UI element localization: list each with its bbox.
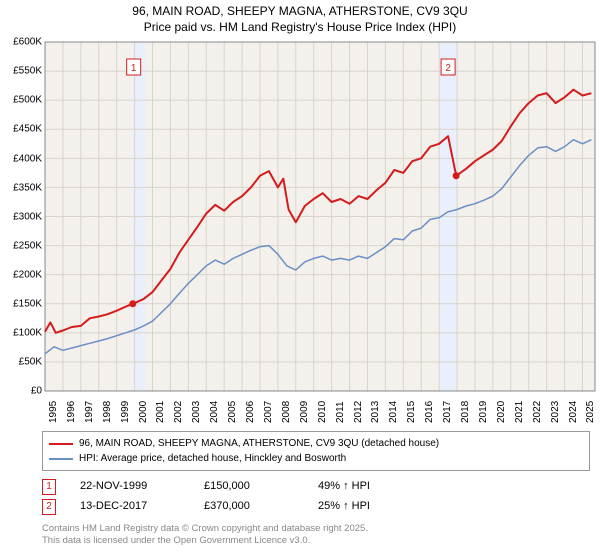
y-tick-label: £400K: [13, 153, 42, 164]
svg-text:1: 1: [131, 63, 137, 74]
title-line2: Price paid vs. HM Land Registry's House …: [0, 20, 600, 36]
x-tick-label: 1997: [84, 401, 95, 423]
legend-swatch: [49, 458, 73, 460]
x-tick-label: 2011: [335, 402, 346, 424]
marker-number-box: 1: [42, 479, 56, 495]
title-line1: 96, MAIN ROAD, SHEEPY MAGNA, ATHERSTONE,…: [0, 4, 600, 20]
y-tick-label: £100K: [13, 328, 42, 339]
y-tick-label: £600K: [13, 37, 42, 48]
footer-line1: Contains HM Land Registry data © Crown c…: [42, 523, 600, 535]
x-tick-label: 2015: [406, 401, 417, 423]
x-tick-label: 2004: [209, 401, 220, 423]
x-tick-label: 2020: [496, 401, 507, 423]
x-tick-label: 2000: [138, 401, 149, 423]
marker-date: 13-DEC-2017: [80, 497, 180, 517]
footer: Contains HM Land Registry data © Crown c…: [42, 523, 600, 548]
chart-area: 12 £0£50K£100K£150K£200K£250K£300K£350K£…: [0, 37, 600, 427]
x-tick-label: 2007: [263, 401, 274, 423]
footer-line2: This data is licensed under the Open Gov…: [42, 535, 600, 547]
x-tick-label: 1996: [66, 401, 77, 423]
y-tick-label: £550K: [13, 66, 42, 77]
line-chart-svg: 12: [0, 37, 600, 427]
legend-item: 96, MAIN ROAD, SHEEPY MAGNA, ATHERSTONE,…: [49, 436, 583, 451]
x-tick-label: 2003: [191, 401, 202, 423]
y-tick-label: £350K: [13, 182, 42, 193]
x-tick-label: 2025: [585, 401, 596, 423]
legend-label: HPI: Average price, detached house, Hinc…: [79, 451, 346, 466]
x-tick-label: 2016: [424, 401, 435, 423]
x-tick-label: 2005: [227, 401, 238, 423]
x-tick-label: 2012: [353, 401, 364, 423]
y-tick-label: £250K: [13, 240, 42, 251]
marker-delta: 25% ↑ HPI: [318, 497, 370, 517]
legend-label: 96, MAIN ROAD, SHEEPY MAGNA, ATHERSTONE,…: [79, 436, 439, 451]
sale-markers-table: 1 22-NOV-1999 £150,000 49% ↑ HPI 2 13-DEC-201…: [42, 477, 600, 517]
x-tick-label: 1998: [102, 401, 113, 423]
y-tick-label: £50K: [19, 357, 42, 368]
x-tick-label: 2019: [478, 401, 489, 423]
x-tick-label: 2009: [299, 401, 310, 423]
x-tick-label: 2022: [532, 401, 543, 423]
marker-delta: 49% ↑ HPI: [318, 477, 370, 497]
y-tick-label: £300K: [13, 211, 42, 222]
x-tick-label: 2006: [245, 401, 256, 423]
y-tick-label: £450K: [13, 124, 42, 135]
x-tick-label: 2010: [317, 401, 328, 423]
marker-row: 1 22-NOV-1999 £150,000 49% ↑ HPI: [42, 477, 600, 497]
legend: 96, MAIN ROAD, SHEEPY MAGNA, ATHERSTONE,…: [42, 431, 590, 471]
legend-swatch: [49, 443, 73, 445]
y-tick-label: £150K: [13, 298, 42, 309]
x-tick-label: 2002: [173, 401, 184, 423]
x-tick-label: 1999: [120, 401, 131, 423]
x-tick-label: 2013: [370, 401, 381, 423]
y-tick-label: £0: [31, 386, 42, 397]
legend-item: HPI: Average price, detached house, Hinc…: [49, 451, 583, 466]
y-tick-label: £500K: [13, 95, 42, 106]
x-tick-label: 2001: [155, 401, 166, 423]
marker-date: 22-NOV-1999: [80, 477, 180, 497]
x-tick-label: 2018: [460, 401, 471, 423]
x-tick-label: 2008: [281, 401, 292, 423]
marker-price: £150,000: [204, 477, 294, 497]
svg-text:2: 2: [445, 63, 451, 74]
x-tick-label: 2024: [568, 401, 579, 423]
x-tick-label: 2023: [550, 401, 561, 423]
marker-number-box: 2: [42, 499, 56, 515]
x-tick-label: 2014: [388, 401, 399, 423]
x-tick-label: 2021: [514, 401, 525, 423]
y-tick-label: £200K: [13, 269, 42, 280]
marker-row: 2 13-DEC-2017 £370,000 25% ↑ HPI: [42, 497, 600, 517]
chart-title: 96, MAIN ROAD, SHEEPY MAGNA, ATHERSTONE,…: [0, 0, 600, 35]
marker-price: £370,000: [204, 497, 294, 517]
x-tick-label: 1995: [48, 401, 59, 423]
x-tick-label: 2017: [442, 401, 453, 423]
